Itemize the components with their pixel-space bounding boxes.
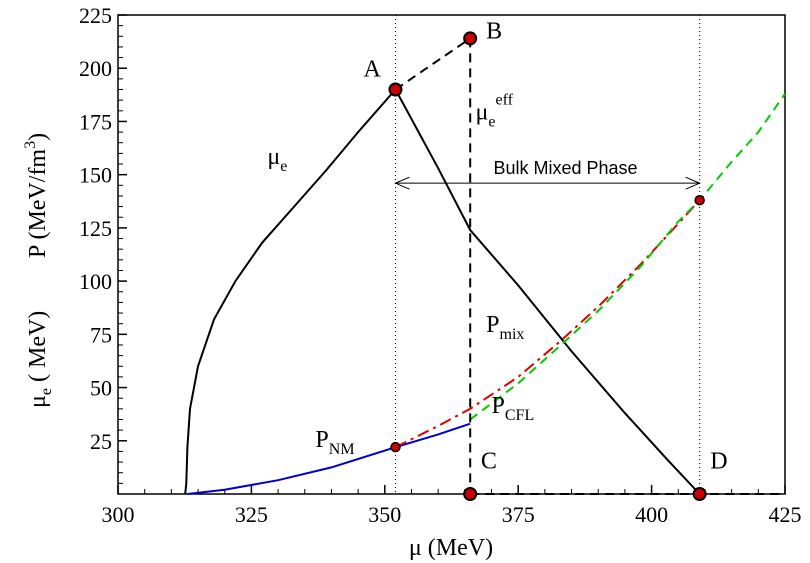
y-tick-label: 25	[90, 429, 112, 454]
x-tick-label: 400	[635, 502, 668, 527]
label-mu-e-part: e	[280, 158, 287, 175]
arrow-head-right	[685, 176, 701, 190]
markers	[388, 31, 707, 501]
label-B-part: B	[486, 18, 502, 44]
x-axis-title: μ (MeV)	[409, 535, 493, 561]
point-marker-small	[390, 441, 401, 453]
label-mu-e-eff: μeeff	[476, 91, 514, 130]
label-B: B	[486, 18, 502, 44]
x-tick-label: 375	[502, 502, 535, 527]
label-P-mix: Pmix	[486, 312, 524, 343]
axis-ticks: 300 325 350 375 400 425 25 50 75 100 125 150 175 200 2…	[79, 3, 802, 527]
label-P-mix-part: mix	[500, 326, 525, 343]
point-marker	[388, 82, 403, 97]
y-tick-label: 225	[79, 3, 112, 28]
y-axis-title-top-text: P (MeV/fm	[25, 149, 51, 258]
point-marker	[463, 31, 478, 46]
point-marker	[463, 487, 478, 501]
series-lines	[184, 37, 786, 495]
label-D: D	[710, 448, 727, 474]
series-line	[394, 37, 471, 91]
y-tick-label: 175	[79, 109, 112, 134]
point-marker-small	[694, 194, 705, 206]
y-tick-label: 75	[90, 322, 112, 347]
y-axis-title-top-sup: 3	[22, 141, 39, 149]
y-axis-title-bottom-rest: ( MeV)	[25, 311, 51, 382]
label-P-mix-part: P	[486, 312, 499, 338]
y-tick-label: 200	[79, 56, 112, 81]
label-C: C	[481, 448, 497, 474]
x-tick-label: 325	[235, 502, 268, 527]
label-C-part: C	[481, 448, 497, 474]
label-P-NM-part: NM	[329, 441, 355, 458]
bulk-mixed-phase-label: Bulk Mixed Phase	[494, 158, 638, 178]
arrow-head-left	[394, 176, 410, 190]
bulk-mixed-phase-arrow: Bulk Mixed Phase	[394, 158, 701, 190]
label-mu-e-eff-part: eff	[495, 91, 513, 108]
label-mu-e-eff-part: e	[488, 113, 495, 130]
y-axis-title-bottom: μe ( MeV)	[25, 311, 55, 408]
y-axis-title-bottom-sub: e	[38, 388, 55, 395]
label-P-CFL-part: CFL	[505, 407, 534, 424]
x-tick-label: 425	[769, 502, 802, 527]
y-axis-title-top: P (MeV/fm3)	[22, 133, 51, 258]
label-A: A	[363, 57, 381, 83]
series-line	[394, 89, 701, 495]
y-tick-label: 150	[79, 163, 112, 188]
y-tick-label: 125	[79, 216, 112, 241]
y-axis-title-top-close: )	[25, 133, 51, 141]
label-P-NM-part: P	[315, 427, 328, 453]
point-marker	[692, 487, 707, 501]
plot-frame	[117, 14, 786, 495]
label-D-part: D	[710, 448, 727, 474]
series-line	[187, 422, 471, 495]
x-tick-label: 350	[368, 502, 401, 527]
series-line	[469, 93, 786, 421]
y-tick-label: 100	[79, 269, 112, 294]
label-A-part: A	[363, 57, 381, 83]
dotted-vlines	[394, 15, 701, 494]
series-line	[184, 88, 397, 495]
y-axis-title-bottom-mu: μ	[25, 395, 51, 408]
label-mu-e: μe	[267, 144, 287, 175]
label-P-NM: PNM	[315, 427, 354, 458]
label-P-CFL-part: P	[492, 393, 505, 419]
label-mu-e-eff-part: μ	[476, 99, 489, 125]
label-mu-e-part: μ	[267, 144, 280, 170]
x-tick-label: 300	[102, 502, 135, 527]
series-line	[395, 199, 701, 449]
y-tick-label: 50	[90, 376, 112, 401]
label-P-CFL: PCFL	[492, 393, 535, 424]
